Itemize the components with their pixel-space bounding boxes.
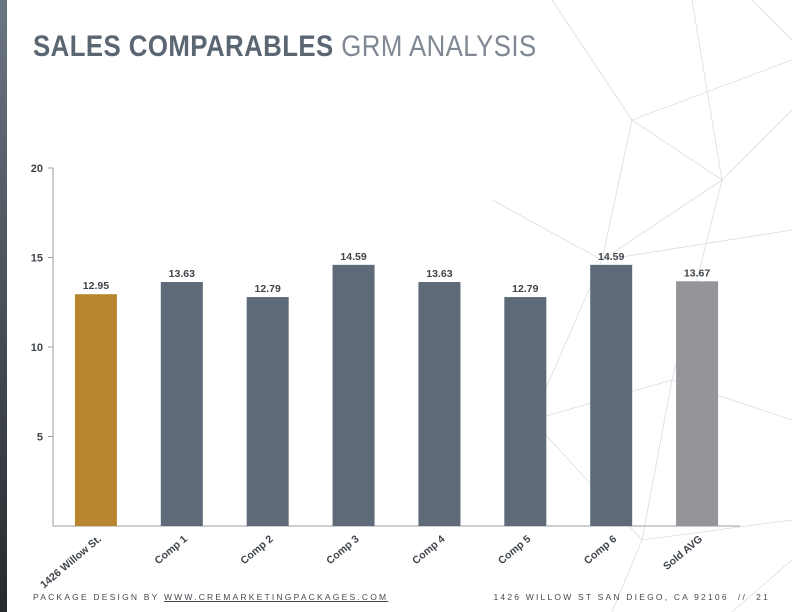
x-tick-label: Comp 3 <box>324 533 361 567</box>
footer-credit: PACKAGE DESIGN BY WWW.CREMARKETINGPACKAG… <box>33 592 388 602</box>
x-tick-label: Comp 5 <box>496 533 533 567</box>
page-title-bold: SALES COMPARABLES <box>33 30 334 63</box>
bar <box>160 282 203 526</box>
data-label: 14.59 <box>340 251 366 263</box>
footer-address: 1426 WILLOW ST SAN DIEGO, CA 92106 <box>493 592 729 602</box>
data-label: 13.63 <box>169 268 195 280</box>
y-tick-label: 20 <box>31 163 43 175</box>
x-tick-label: 1426 Willow St. <box>38 533 104 591</box>
footer-prefix: PACKAGE DESIGN BY <box>33 592 160 602</box>
bar <box>418 282 461 526</box>
data-label: 12.79 <box>255 283 281 295</box>
bar <box>246 297 289 526</box>
x-tick-label: Comp 2 <box>238 533 275 567</box>
footer-website-link[interactable]: WWW.CREMARKETINGPACKAGES.COM <box>163 592 389 602</box>
footer-separator: // <box>737 592 748 602</box>
bar <box>504 297 547 526</box>
y-tick-label: 15 <box>31 253 43 265</box>
bar <box>590 264 633 526</box>
page-title: SALES COMPARABLES GRM ANALYSIS <box>33 30 537 64</box>
data-label: 12.95 <box>83 280 109 292</box>
data-label: 13.67 <box>684 267 710 279</box>
page-number: 21 <box>756 592 770 602</box>
x-tick-label: Sold AVG <box>661 533 705 573</box>
y-tick-label: 10 <box>31 342 43 354</box>
data-label: 14.59 <box>598 251 624 263</box>
side-accent-bar <box>0 0 7 612</box>
footer-address-block: 1426 WILLOW ST SAN DIEGO, CA 92106 // 21 <box>493 592 770 602</box>
x-tick-label: Comp 1 <box>153 533 190 567</box>
bar <box>74 294 117 526</box>
page-title-light: GRM ANALYSIS <box>341 30 537 63</box>
x-tick-label: Comp 4 <box>410 533 447 567</box>
bar <box>676 281 719 526</box>
bar <box>332 264 375 526</box>
x-tick-label: Comp 6 <box>582 533 619 567</box>
data-label: 12.79 <box>512 283 538 295</box>
y-tick-label: 5 <box>37 432 43 444</box>
data-label: 13.63 <box>426 268 452 280</box>
